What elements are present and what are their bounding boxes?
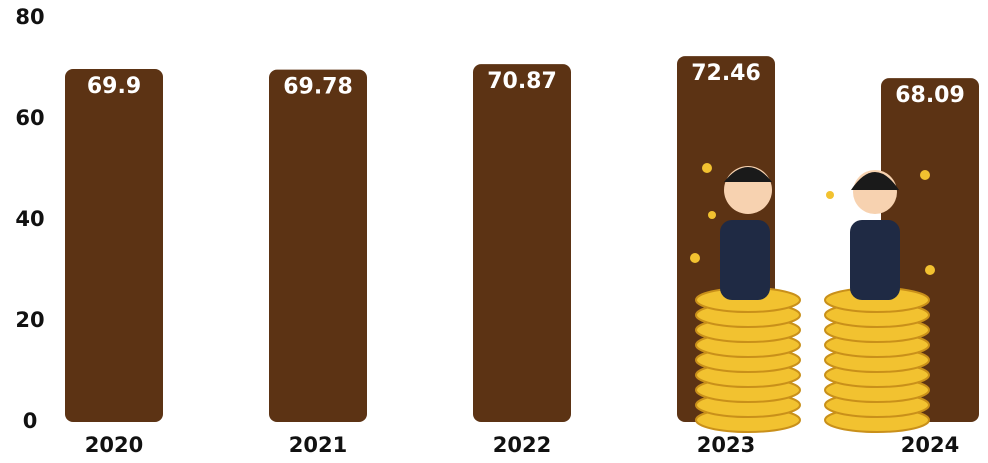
bar xyxy=(473,64,571,422)
y-tick-label: 60 xyxy=(15,106,44,130)
value-label: 69.78 xyxy=(283,75,353,100)
x-tick-label: 2021 xyxy=(289,433,347,457)
y-tick-label: 80 xyxy=(15,5,44,29)
x-tick-label: 2024 xyxy=(901,433,959,457)
y-tick-label: 0 xyxy=(23,409,38,433)
bar xyxy=(65,69,163,422)
value-label: 72.46 xyxy=(691,61,761,86)
y-tick-label: 20 xyxy=(15,308,44,332)
x-tick-label: 2023 xyxy=(697,433,755,457)
coin-illustration xyxy=(690,163,935,433)
y-tick-label: 40 xyxy=(15,207,44,231)
value-label: 69.9 xyxy=(87,74,141,99)
x-tick-label: 2022 xyxy=(493,433,551,457)
x-tick-label: 2020 xyxy=(85,433,143,457)
value-label: 68.09 xyxy=(895,83,965,108)
bar xyxy=(269,69,367,423)
value-label: 70.87 xyxy=(487,69,557,94)
